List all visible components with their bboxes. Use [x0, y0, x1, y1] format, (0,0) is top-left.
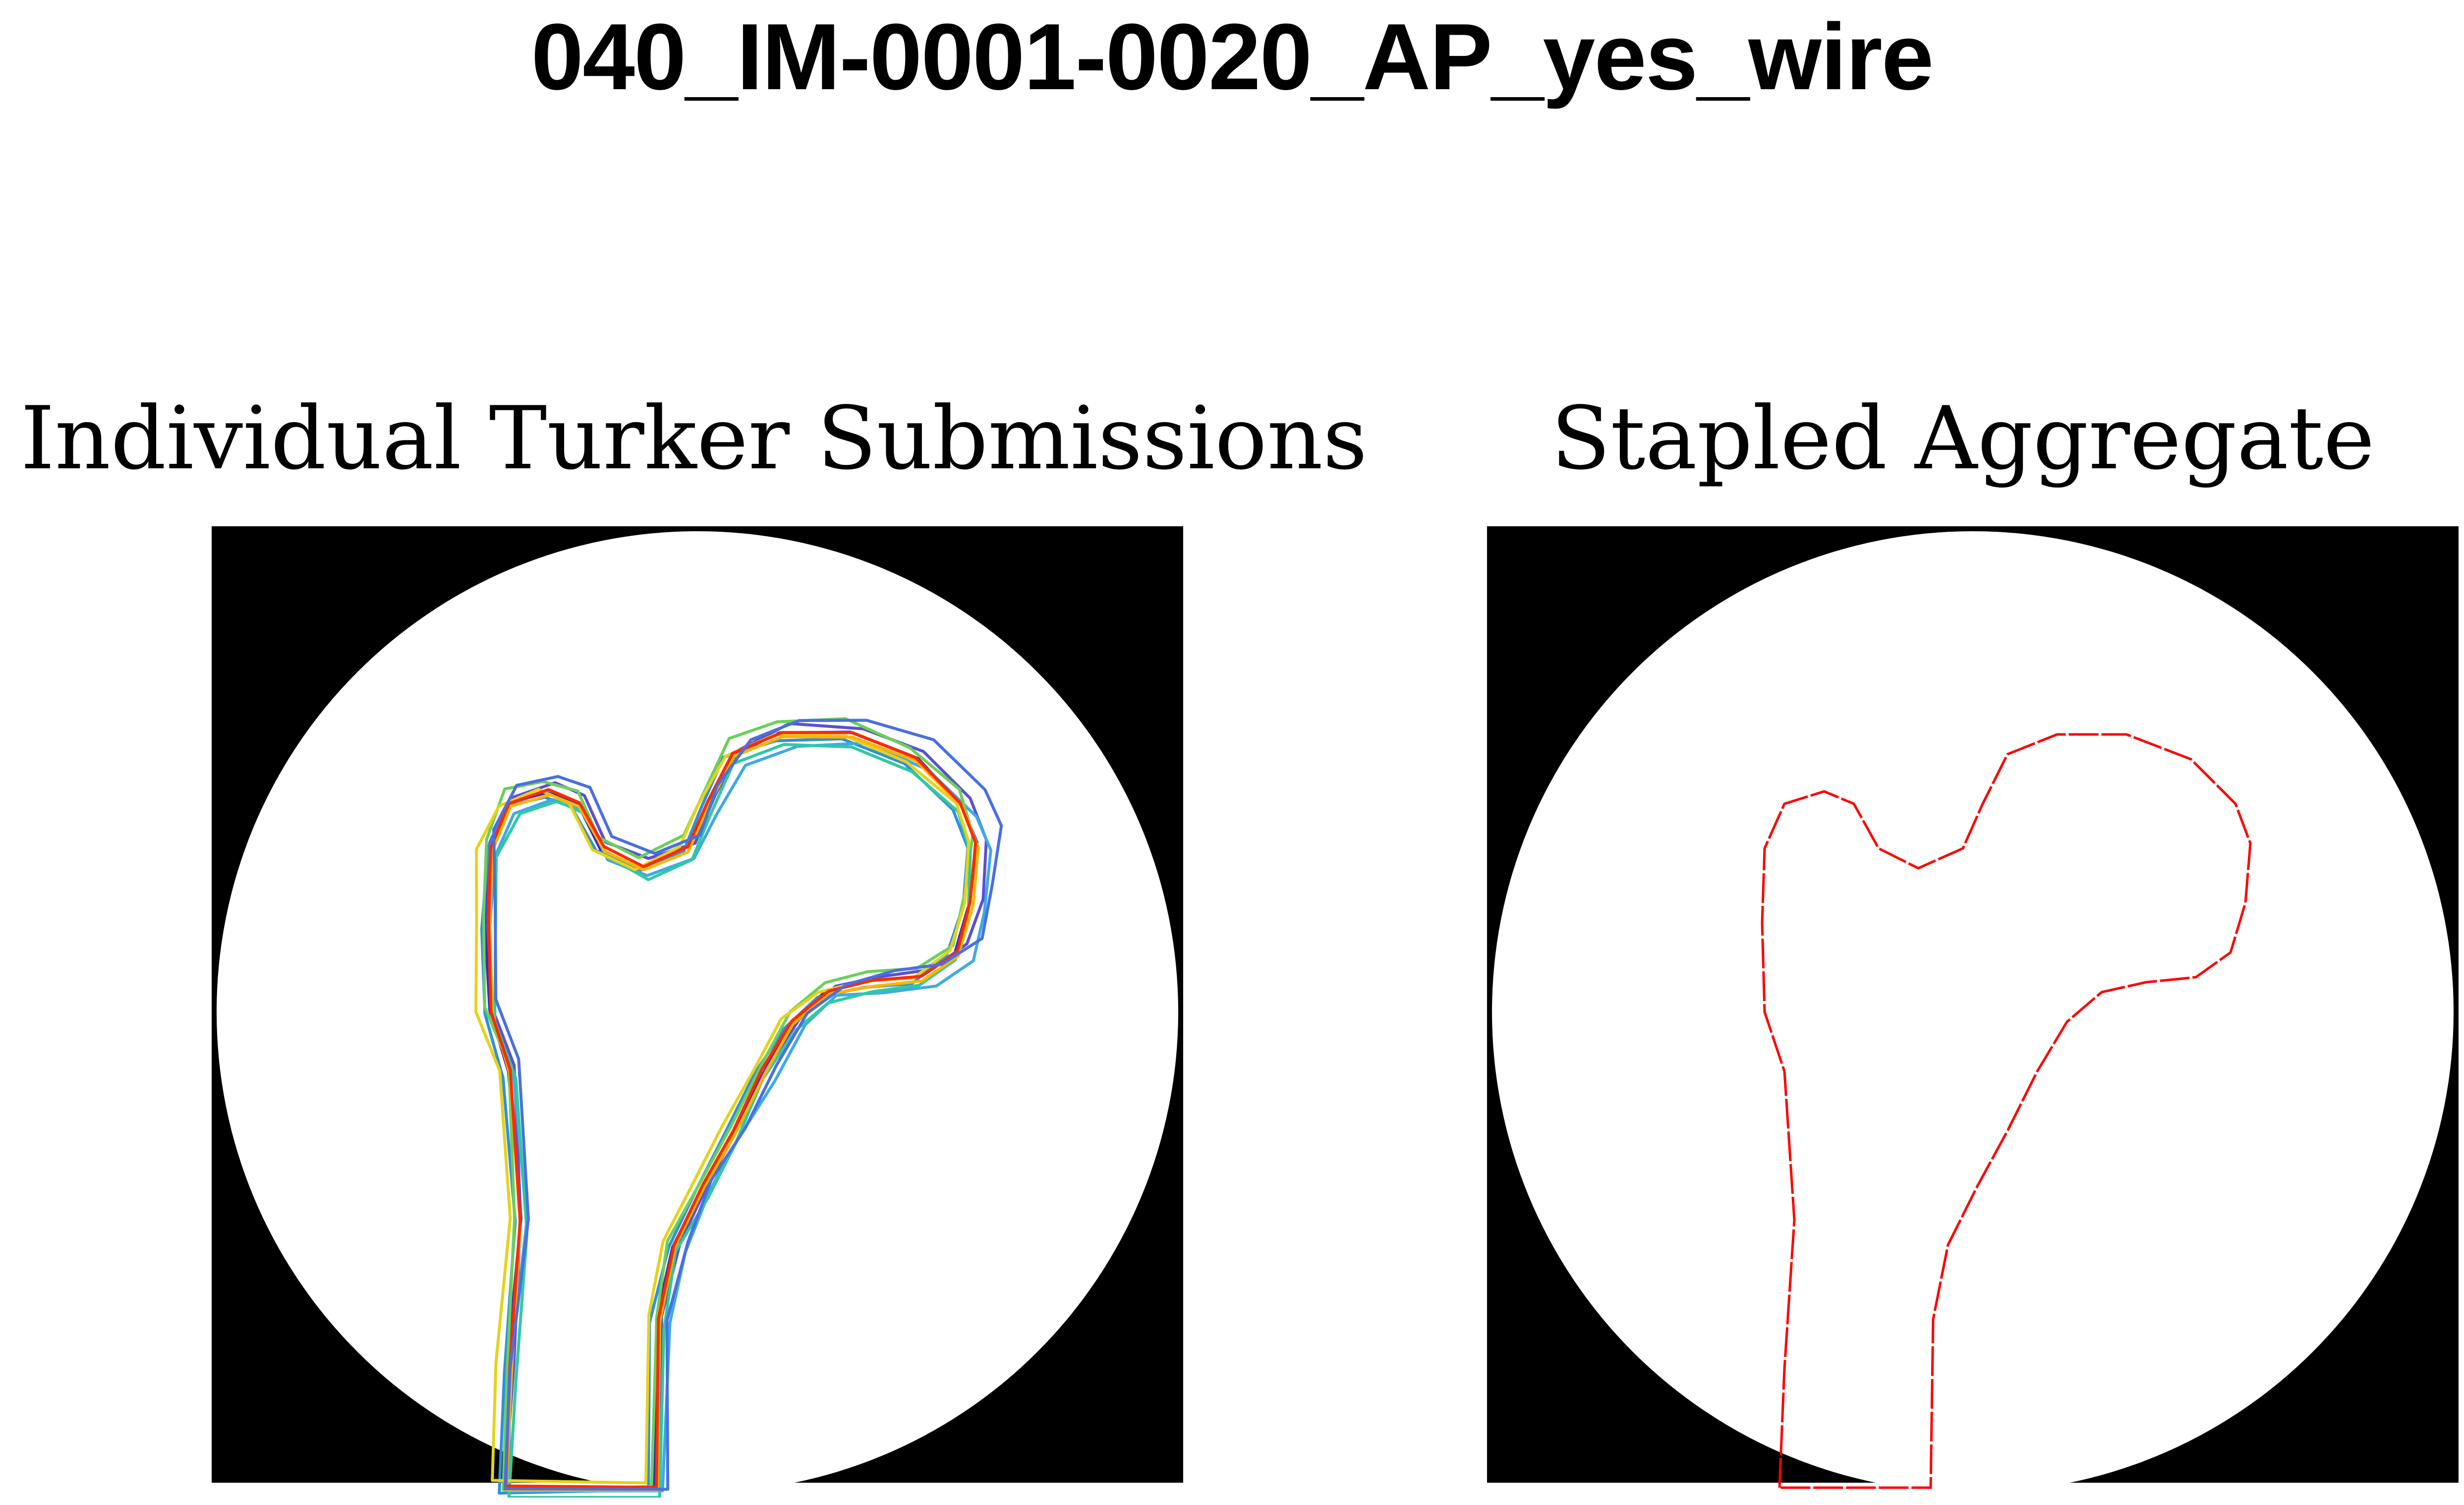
submission-contour — [487, 731, 977, 1489]
field-of-view-bottom — [212, 1483, 1183, 1498]
aggregate-contour-line — [1761, 733, 2252, 1489]
right-panel-title: Stapled Aggregate — [1551, 388, 2375, 489]
submission-contour — [482, 717, 974, 1492]
field-of-view-bottom — [1487, 1483, 2459, 1498]
left-panel-title: Individual Turker Submissions — [20, 388, 1368, 489]
field-of-view-circle — [217, 531, 1178, 1493]
submission-contour — [492, 719, 1003, 1491]
individual-submissions-panel — [212, 526, 1183, 1498]
aggregate-image — [1487, 526, 2459, 1498]
aggregate-contour — [1761, 733, 2252, 1489]
submissions-image — [212, 526, 1183, 1498]
stapled-aggregate-panel — [1487, 526, 2459, 1498]
submission-contours — [474, 717, 1003, 1498]
figure-title: 040_IM-0001-0020_AP_yes_wire — [531, 4, 1934, 110]
field-of-view-circle — [1492, 531, 2454, 1493]
